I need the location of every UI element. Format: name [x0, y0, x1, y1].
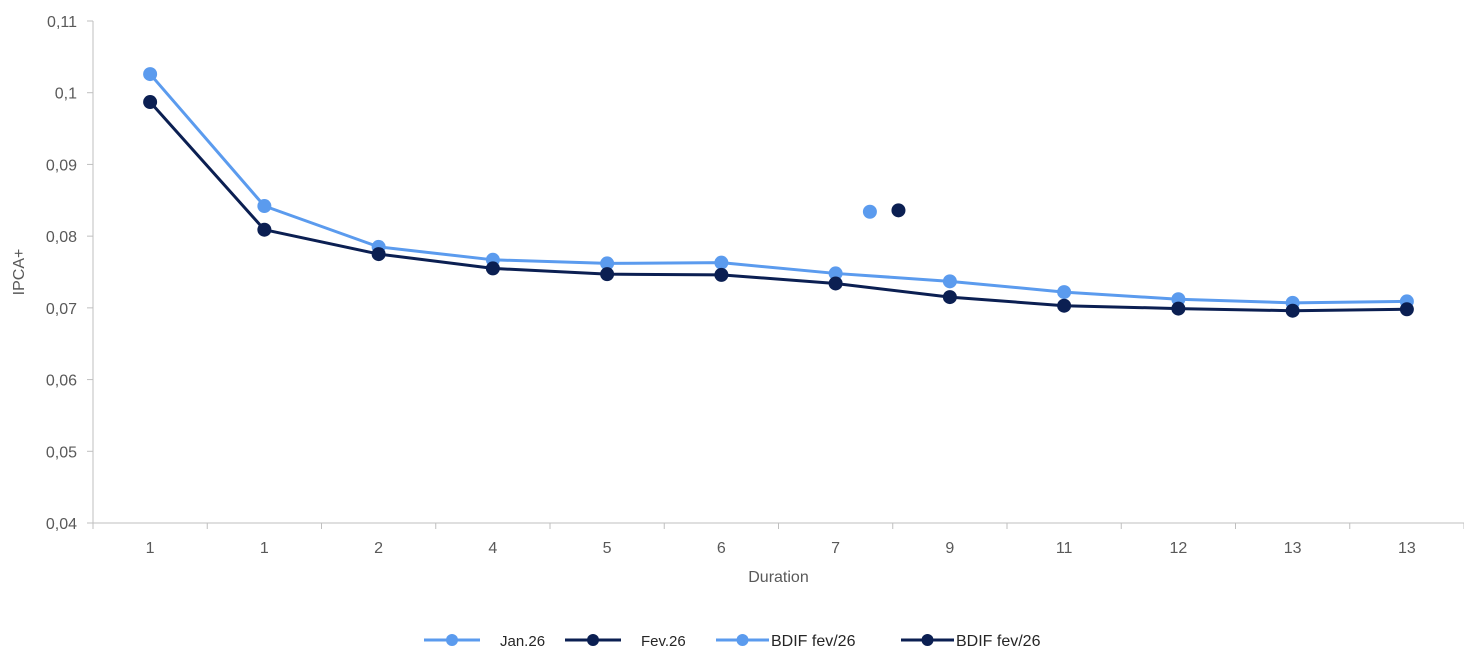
data-point	[714, 255, 729, 270]
legend-label: Jan.26	[500, 633, 545, 647]
x-tick-label: 6	[717, 540, 726, 557]
data-point	[828, 276, 843, 291]
legend-item: BDIF fev/26	[716, 633, 856, 647]
legend: Jan.26 Fev.26 BDIF fev/26 BDIF fev/26	[424, 633, 1041, 647]
x-tick-label: 13	[1398, 540, 1416, 557]
data-point	[862, 204, 877, 219]
x-tick-label: 1	[260, 540, 269, 557]
x-tick-label: 2	[374, 540, 383, 557]
legend-label: Fev.26	[641, 633, 686, 647]
legend-swatch-marker	[587, 634, 599, 646]
legend-label: BDIF fev/26	[771, 633, 856, 647]
legend-swatch-marker	[446, 634, 458, 646]
data-point	[143, 67, 158, 82]
data-point	[600, 256, 615, 271]
y-tick-label: 0,11	[47, 14, 77, 31]
x-tick-label: 12	[1169, 540, 1187, 557]
x-tick-label: 1	[146, 540, 155, 557]
data-point	[257, 222, 272, 237]
legend-swatch-marker	[921, 634, 934, 646]
y-tick-label: 0,05	[46, 444, 77, 461]
data-point	[1171, 301, 1186, 316]
series-4	[891, 203, 906, 218]
x-tick-label: 7	[831, 540, 840, 557]
y-axis-title: IPCA+	[11, 249, 28, 296]
data-point	[1399, 302, 1414, 317]
data-point	[1057, 285, 1072, 300]
y-tick-label: 0,08	[46, 229, 77, 246]
x-tick-label: 9	[945, 540, 954, 557]
data-point	[942, 290, 957, 305]
x-axis-ticks: 1 1 2 4 5 6 7 9 11 12 13 13	[92, 523, 1464, 557]
x-tick-label: 13	[1284, 540, 1302, 557]
y-tick-label: 0,1	[55, 86, 77, 103]
data-point	[714, 267, 729, 282]
x-axis-title: Duration	[748, 569, 808, 586]
series-layer	[143, 67, 1414, 318]
data-point	[942, 274, 957, 289]
x-tick-label: 5	[603, 540, 612, 557]
legend-item: Jan.26	[424, 633, 545, 647]
data-point	[1285, 303, 1300, 318]
data-point	[891, 203, 906, 218]
y-tick-label: 0,07	[46, 301, 77, 318]
x-tick-label: 4	[488, 540, 497, 557]
data-point	[828, 266, 843, 281]
data-point	[143, 95, 158, 110]
series-line	[149, 101, 1407, 313]
y-tick-label: 0,09	[46, 157, 77, 174]
legend-label: BDIF fev/26	[956, 633, 1041, 647]
series-3	[862, 204, 877, 219]
y-axis-ticks: 0,04 0,05 0,06 0,07 0,08 0,09 0,1 0,11	[46, 14, 93, 533]
series-2	[143, 95, 1414, 318]
data-point	[485, 261, 500, 276]
data-point	[257, 199, 272, 214]
legend-item: BDIF fev/26	[901, 633, 1041, 647]
y-tick-label: 0,06	[46, 373, 77, 390]
series-line	[148, 73, 1407, 305]
data-point	[600, 267, 615, 282]
legend-item: Fev.26	[565, 633, 686, 647]
x-tick-label: 11	[1056, 540, 1073, 557]
data-point	[371, 247, 386, 262]
data-point	[1057, 298, 1072, 313]
legend-swatch-marker	[736, 634, 749, 646]
series-1	[143, 67, 1414, 310]
y-tick-label: 0,04	[46, 516, 77, 533]
